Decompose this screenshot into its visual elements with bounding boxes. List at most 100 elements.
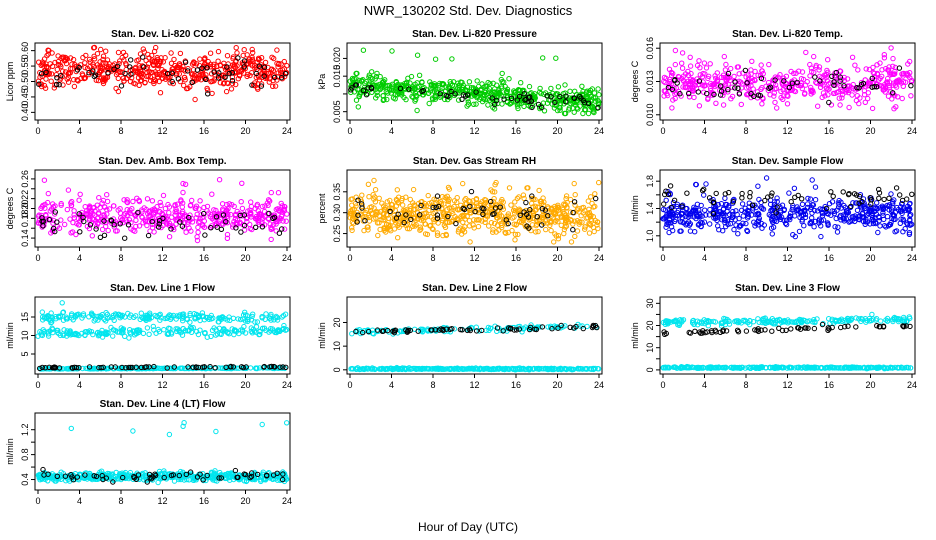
- data-point: [134, 210, 140, 217]
- data-point: [429, 327, 435, 333]
- x-tick-label: 0: [35, 380, 40, 390]
- data-point: [765, 194, 771, 200]
- data-point: [572, 202, 578, 208]
- data-point: [811, 224, 817, 230]
- data-point: [876, 218, 882, 224]
- data-point: [666, 229, 672, 236]
- data-point: [568, 366, 574, 372]
- data-point: [434, 232, 441, 239]
- data-point: [707, 221, 713, 227]
- data-point: [853, 315, 859, 321]
- data-point: [277, 364, 283, 370]
- data-point: [218, 226, 225, 233]
- data-point: [710, 211, 717, 217]
- data-point: [707, 61, 713, 67]
- data-point: [473, 91, 479, 98]
- data-point: [119, 69, 126, 76]
- data-point: [881, 196, 887, 203]
- data-point: [526, 83, 533, 90]
- data-point: [890, 90, 896, 96]
- data-point: [687, 54, 693, 60]
- series-1: [35, 177, 290, 244]
- data-point: [98, 46, 104, 53]
- data-point: [97, 205, 103, 211]
- data-point: [275, 64, 281, 70]
- data-point: [481, 212, 487, 218]
- data-point: [539, 222, 545, 228]
- x-tick-label: 24: [282, 253, 292, 263]
- data-point: [521, 103, 527, 110]
- data-point: [64, 330, 70, 336]
- data-point: [512, 208, 518, 214]
- data-point: [363, 92, 370, 98]
- data-point: [584, 94, 590, 101]
- data-point: [680, 84, 686, 90]
- data-point: [253, 70, 259, 77]
- data-point: [897, 192, 903, 198]
- data-point: [249, 330, 256, 336]
- data-point: [171, 56, 177, 63]
- data-point: [245, 316, 251, 323]
- data-point: [223, 88, 230, 95]
- data-point: [207, 364, 213, 370]
- x-tick-label: 8: [430, 126, 435, 136]
- x-tick-label: 24: [907, 253, 917, 263]
- data-point: [552, 99, 558, 106]
- x-tick-label: 8: [118, 126, 123, 136]
- data-point: [428, 222, 434, 229]
- data-point: [792, 194, 798, 201]
- x-tick-label: 20: [865, 253, 875, 263]
- x-tick-label: 0: [660, 126, 665, 136]
- data-point: [725, 89, 731, 95]
- data-point: [248, 212, 254, 218]
- data-point: [580, 110, 586, 117]
- data-point: [432, 96, 438, 102]
- x-tick-label: 20: [552, 126, 562, 136]
- data-point: [484, 96, 490, 102]
- data-point: [816, 218, 822, 224]
- data-point: [353, 70, 359, 77]
- data-point: [886, 207, 892, 213]
- data-point: [514, 97, 520, 103]
- data-point: [112, 364, 119, 370]
- data-point: [580, 366, 586, 372]
- data-point: [138, 77, 145, 84]
- data-point: [684, 205, 690, 212]
- data-point: [590, 224, 597, 231]
- data-point: [494, 215, 500, 221]
- data-point: [436, 327, 442, 333]
- data-point: [707, 206, 713, 213]
- data-point: [112, 311, 119, 317]
- data-point: [211, 69, 217, 75]
- data-point: [890, 63, 896, 70]
- data-point: [591, 90, 598, 96]
- data-point: [520, 215, 527, 222]
- data-point: [410, 186, 417, 193]
- x-tick-label: 24: [594, 380, 604, 390]
- data-point: [406, 86, 412, 92]
- data-point: [511, 221, 517, 227]
- data-point: [440, 366, 446, 372]
- data-point: [452, 213, 458, 220]
- data-point: [131, 332, 138, 338]
- data-point: [748, 91, 754, 97]
- data-point: [808, 88, 815, 94]
- data-point: [869, 75, 875, 82]
- data-point: [364, 207, 370, 214]
- data-point: [473, 196, 480, 202]
- data-point: [188, 71, 195, 77]
- data-point: [412, 203, 418, 209]
- data-point: [735, 85, 741, 92]
- data-point: [108, 66, 115, 72]
- data-point: [239, 180, 245, 187]
- data-point: [436, 203, 442, 210]
- y-tick-label: 0.016: [645, 37, 655, 60]
- data-point: [117, 69, 123, 76]
- y-tick-label: 15: [20, 312, 30, 322]
- data-point: [590, 108, 596, 115]
- data-point: [672, 61, 678, 68]
- data-point: [407, 196, 413, 203]
- y-tick-label: 0.015: [332, 65, 342, 88]
- data-point: [272, 74, 278, 81]
- data-point: [403, 83, 409, 89]
